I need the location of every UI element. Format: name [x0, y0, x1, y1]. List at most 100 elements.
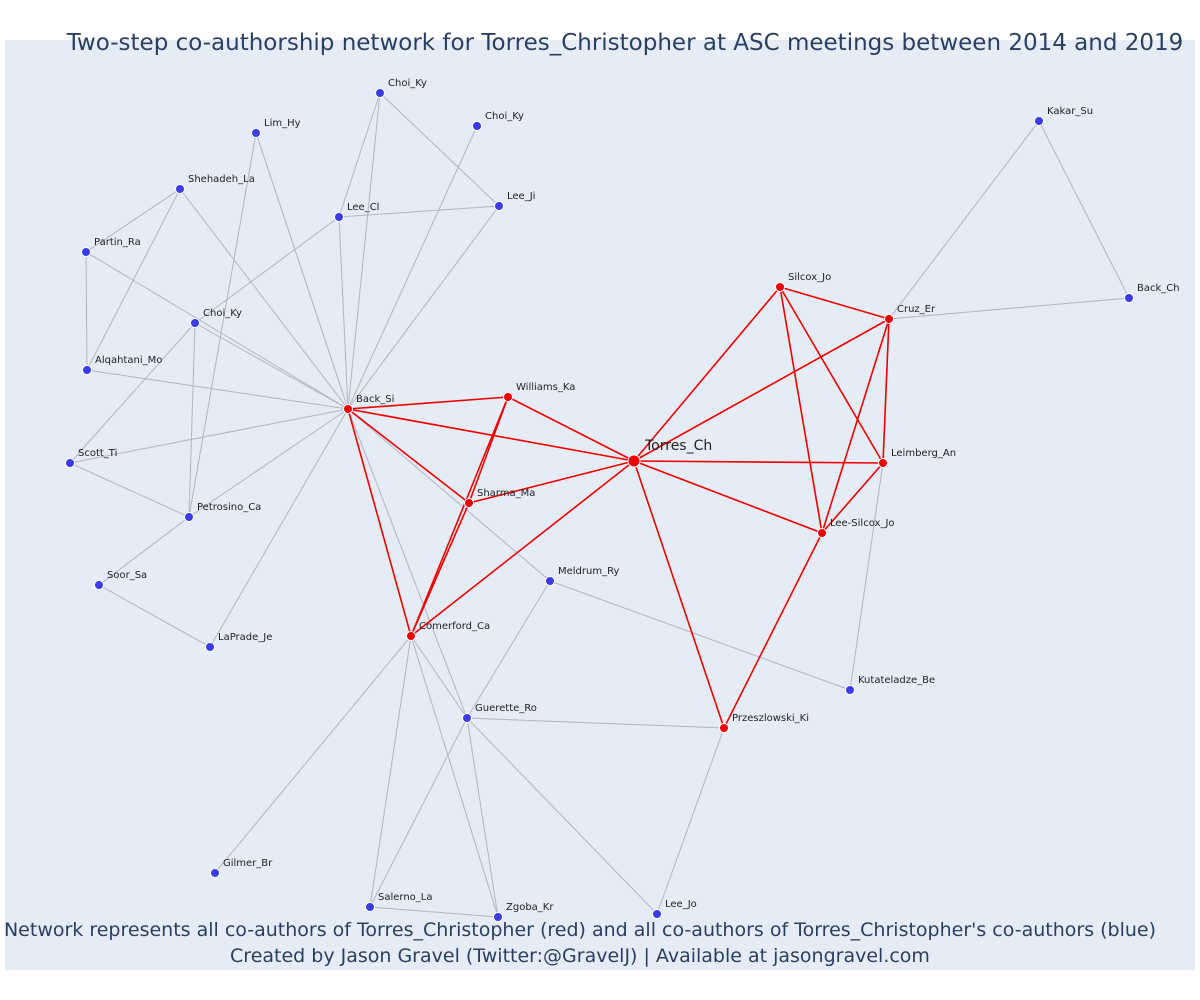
- edge-back_si-lee_cl: [338, 216, 349, 410]
- node-meldrum_ry[interactable]: [545, 576, 555, 586]
- node-choi_ky_top[interactable]: [375, 88, 385, 98]
- node-laprade_je[interactable]: [205, 642, 215, 652]
- edge-back_si-choi_ky_2: [347, 125, 478, 410]
- node-label-silcox_jo: Silcox_Jo: [788, 272, 831, 283]
- node-label-petrosino_ca: Petrosino_Ca: [197, 502, 261, 513]
- node-back_ch[interactable]: [1124, 293, 1134, 303]
- chart-title: Two-step co-authorship network for Torre…: [66, 30, 1184, 56]
- node-sharma_ma[interactable]: [464, 498, 474, 508]
- chart-caption: Network represents all co-authors of Tor…: [0, 917, 1160, 969]
- edge-guerette_ro-salerno_la: [369, 717, 468, 908]
- edge-choi_ky_top-lee_ji: [379, 92, 500, 207]
- edge-torres_ch-williams_ka: [507, 396, 635, 462]
- edge-torres_ch-cruz_er: [633, 318, 890, 462]
- nodes: [65, 88, 1134, 922]
- node-soor_sa[interactable]: [94, 580, 104, 590]
- edge-torres_ch-sharma_ma: [468, 460, 635, 504]
- node-label-scott_ti: Scott_Ti: [78, 448, 117, 459]
- node-label-lee_cl: Lee_Cl: [347, 202, 379, 213]
- node-label-soor_sa: Soor_Sa: [107, 570, 147, 581]
- node-label-lee_jo: Lee_Jo: [665, 899, 697, 910]
- edge-back_si-guerette_ro: [347, 408, 468, 719]
- edge-scott_ti-petrosino_ca: [69, 462, 190, 518]
- edge-torres_ch-back_si: [347, 408, 635, 462]
- node-lee_jo[interactable]: [652, 909, 662, 919]
- node-kakar_su[interactable]: [1034, 116, 1044, 126]
- edge-kakar_su-back_ch: [1038, 120, 1130, 299]
- edge-guerette_ro-przeszlowski_ki: [466, 717, 725, 729]
- node-choi_ky_mid[interactable]: [190, 318, 200, 328]
- node-salerno_la[interactable]: [365, 902, 375, 912]
- node-kutateladze_be[interactable]: [845, 685, 855, 695]
- edge-leimberg_an-lee_silcox_jo: [821, 462, 884, 534]
- node-label-torres_ch: Torres_Ch: [644, 438, 712, 454]
- edge-williams_ka-comerford_ca: [410, 396, 509, 637]
- node-alqahtani_mo[interactable]: [82, 365, 92, 375]
- node-label-leimberg_an: Leimberg_An: [891, 448, 956, 459]
- node-comerford_ca[interactable]: [406, 631, 416, 641]
- edge-back_si-williams_ka: [347, 396, 509, 410]
- edge-comerford_ca-guerette_ro: [410, 635, 468, 719]
- node-torres_ch[interactable]: [627, 454, 641, 468]
- edge-torres_ch-silcox_jo: [633, 286, 781, 462]
- edge-torres_ch-lee_silcox_jo: [633, 460, 823, 534]
- node-back_si[interactable]: [343, 404, 353, 414]
- node-label-kutateladze_be: Kutateladze_Be: [858, 675, 935, 686]
- edge-back_si-lim_hy: [255, 132, 349, 410]
- node-label-gilmer_br: Gilmer_Br: [223, 858, 273, 869]
- edge-guerette_ro-meldrum_ry: [466, 580, 551, 719]
- node-label-comerford_ca: Comerford_Ca: [419, 621, 490, 632]
- edge-back_si-choi_ky_top: [347, 92, 381, 410]
- node-gilmer_br[interactable]: [210, 868, 220, 878]
- node-lee_ji[interactable]: [494, 201, 504, 211]
- node-label-sharma_ma: Sharma_Ma: [477, 488, 535, 499]
- edge-silcox_jo-leimberg_an: [779, 286, 884, 464]
- node-przeszlowski_ki[interactable]: [719, 723, 729, 733]
- edge-silcox_jo-lee_silcox_jo: [779, 286, 823, 534]
- node-silcox_jo[interactable]: [775, 282, 785, 292]
- edge-cruz_er-leimberg_an: [882, 318, 890, 464]
- edge-meldrum_ry-kutateladze_be: [549, 580, 851, 691]
- edge-partin_ra-alqahtani_mo: [85, 251, 88, 371]
- second-step-edges: [69, 92, 1130, 918]
- edge-comerford_ca-zgoba_kr: [410, 635, 499, 918]
- node-petrosino_ca[interactable]: [184, 512, 194, 522]
- edge-przeszlowski_ki-lee_jo: [656, 727, 725, 915]
- node-leimberg_an[interactable]: [878, 458, 888, 468]
- node-label-shehadeh_la: Shehadeh_La: [188, 174, 255, 185]
- edge-back_si-scott_ti: [69, 408, 349, 464]
- node-partin_ra[interactable]: [81, 247, 91, 257]
- node-label-lim_hy: Lim_Hy: [264, 118, 301, 129]
- node-shehadeh_la[interactable]: [175, 184, 185, 194]
- edge-lee_cl-choi_ky_mid: [194, 216, 340, 324]
- caption-line-2: Created by Jason Gravel (Twitter:@Gravel…: [230, 945, 930, 967]
- caption-line-1: Network represents all co-authors of Tor…: [3, 919, 1157, 941]
- node-williams_ka[interactable]: [503, 392, 513, 402]
- edge-back_si-alqahtani_mo: [86, 369, 349, 410]
- edge-back_si-laprade_je: [209, 408, 349, 648]
- edge-back_si-choi_ky_mid: [194, 322, 349, 410]
- node-choi_ky_2[interactable]: [472, 121, 482, 131]
- edge-comerford_ca-salerno_la: [369, 635, 412, 908]
- node-cruz_er[interactable]: [884, 314, 894, 324]
- node-lim_hy[interactable]: [251, 128, 261, 138]
- node-label-salerno_la: Salerno_La: [378, 892, 433, 903]
- node-zgoba_kr[interactable]: [493, 912, 503, 922]
- edge-cruz_er-lee_silcox_jo: [821, 318, 890, 534]
- edge-comerford_ca-gilmer_br: [214, 635, 412, 874]
- node-scott_ti[interactable]: [65, 458, 75, 468]
- node-label-back_si: Back_Si: [356, 394, 394, 405]
- node-lee_cl[interactable]: [334, 212, 344, 222]
- node-lee_silcox_jo[interactable]: [817, 528, 827, 538]
- edge-lim_hy-petrosino_ca: [188, 132, 257, 518]
- node-label-laprade_je: LaPrade_Je: [218, 632, 272, 643]
- edge-choi_ky_mid-petrosino_ca: [188, 322, 196, 518]
- edge-soor_sa-laprade_je: [98, 584, 211, 648]
- edge-sharma_ma-comerford_ca: [410, 502, 470, 637]
- node-label-cruz_er: Cruz_Er: [897, 304, 936, 315]
- first-step-edges: [347, 286, 890, 729]
- node-labels: Torres_Ch Back_Si Williams_Ka Sharma_Ma Come…: [78, 78, 1180, 913]
- node-guerette_ro[interactable]: [462, 713, 472, 723]
- node-label-meldrum_ry: Meldrum_Ry: [558, 566, 619, 577]
- edge-torres_ch-przeszlowski_ki: [633, 460, 725, 729]
